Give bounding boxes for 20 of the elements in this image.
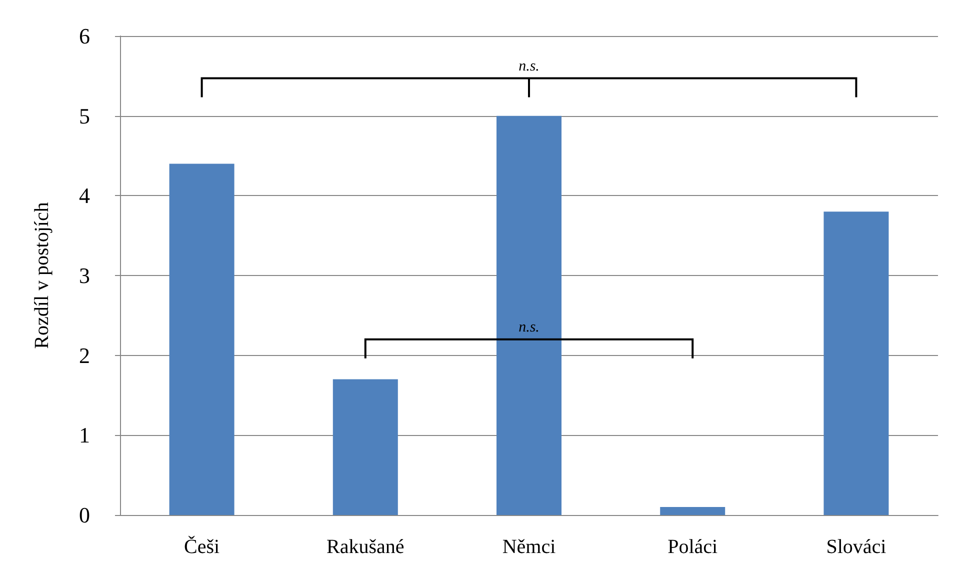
x-tick-label: Rakušané [326,536,404,558]
y-tick-label: 4 [79,183,90,208]
x-tick-label: Poláci [668,536,718,558]
x-tick-label: Češi [184,535,220,558]
y-tick-label: 2 [79,342,90,368]
y-axis-title: Rozdíl v postojích [31,202,53,349]
bar [660,507,726,515]
y-tick-label: 0 [79,502,90,528]
y-tick-label: 3 [79,263,90,288]
y-tick-label: 6 [79,24,90,48]
y-tick-label: 5 [79,103,90,128]
annotation: n.s. [518,319,540,336]
bar [332,379,398,515]
x-tick-label: Němci [502,536,556,558]
bar [169,164,234,515]
annotation: n.s. [518,58,540,74]
bar [496,116,562,515]
x-tick-label: Slováci [826,536,887,558]
bar [824,212,889,515]
y-tick-label: 1 [79,422,90,448]
